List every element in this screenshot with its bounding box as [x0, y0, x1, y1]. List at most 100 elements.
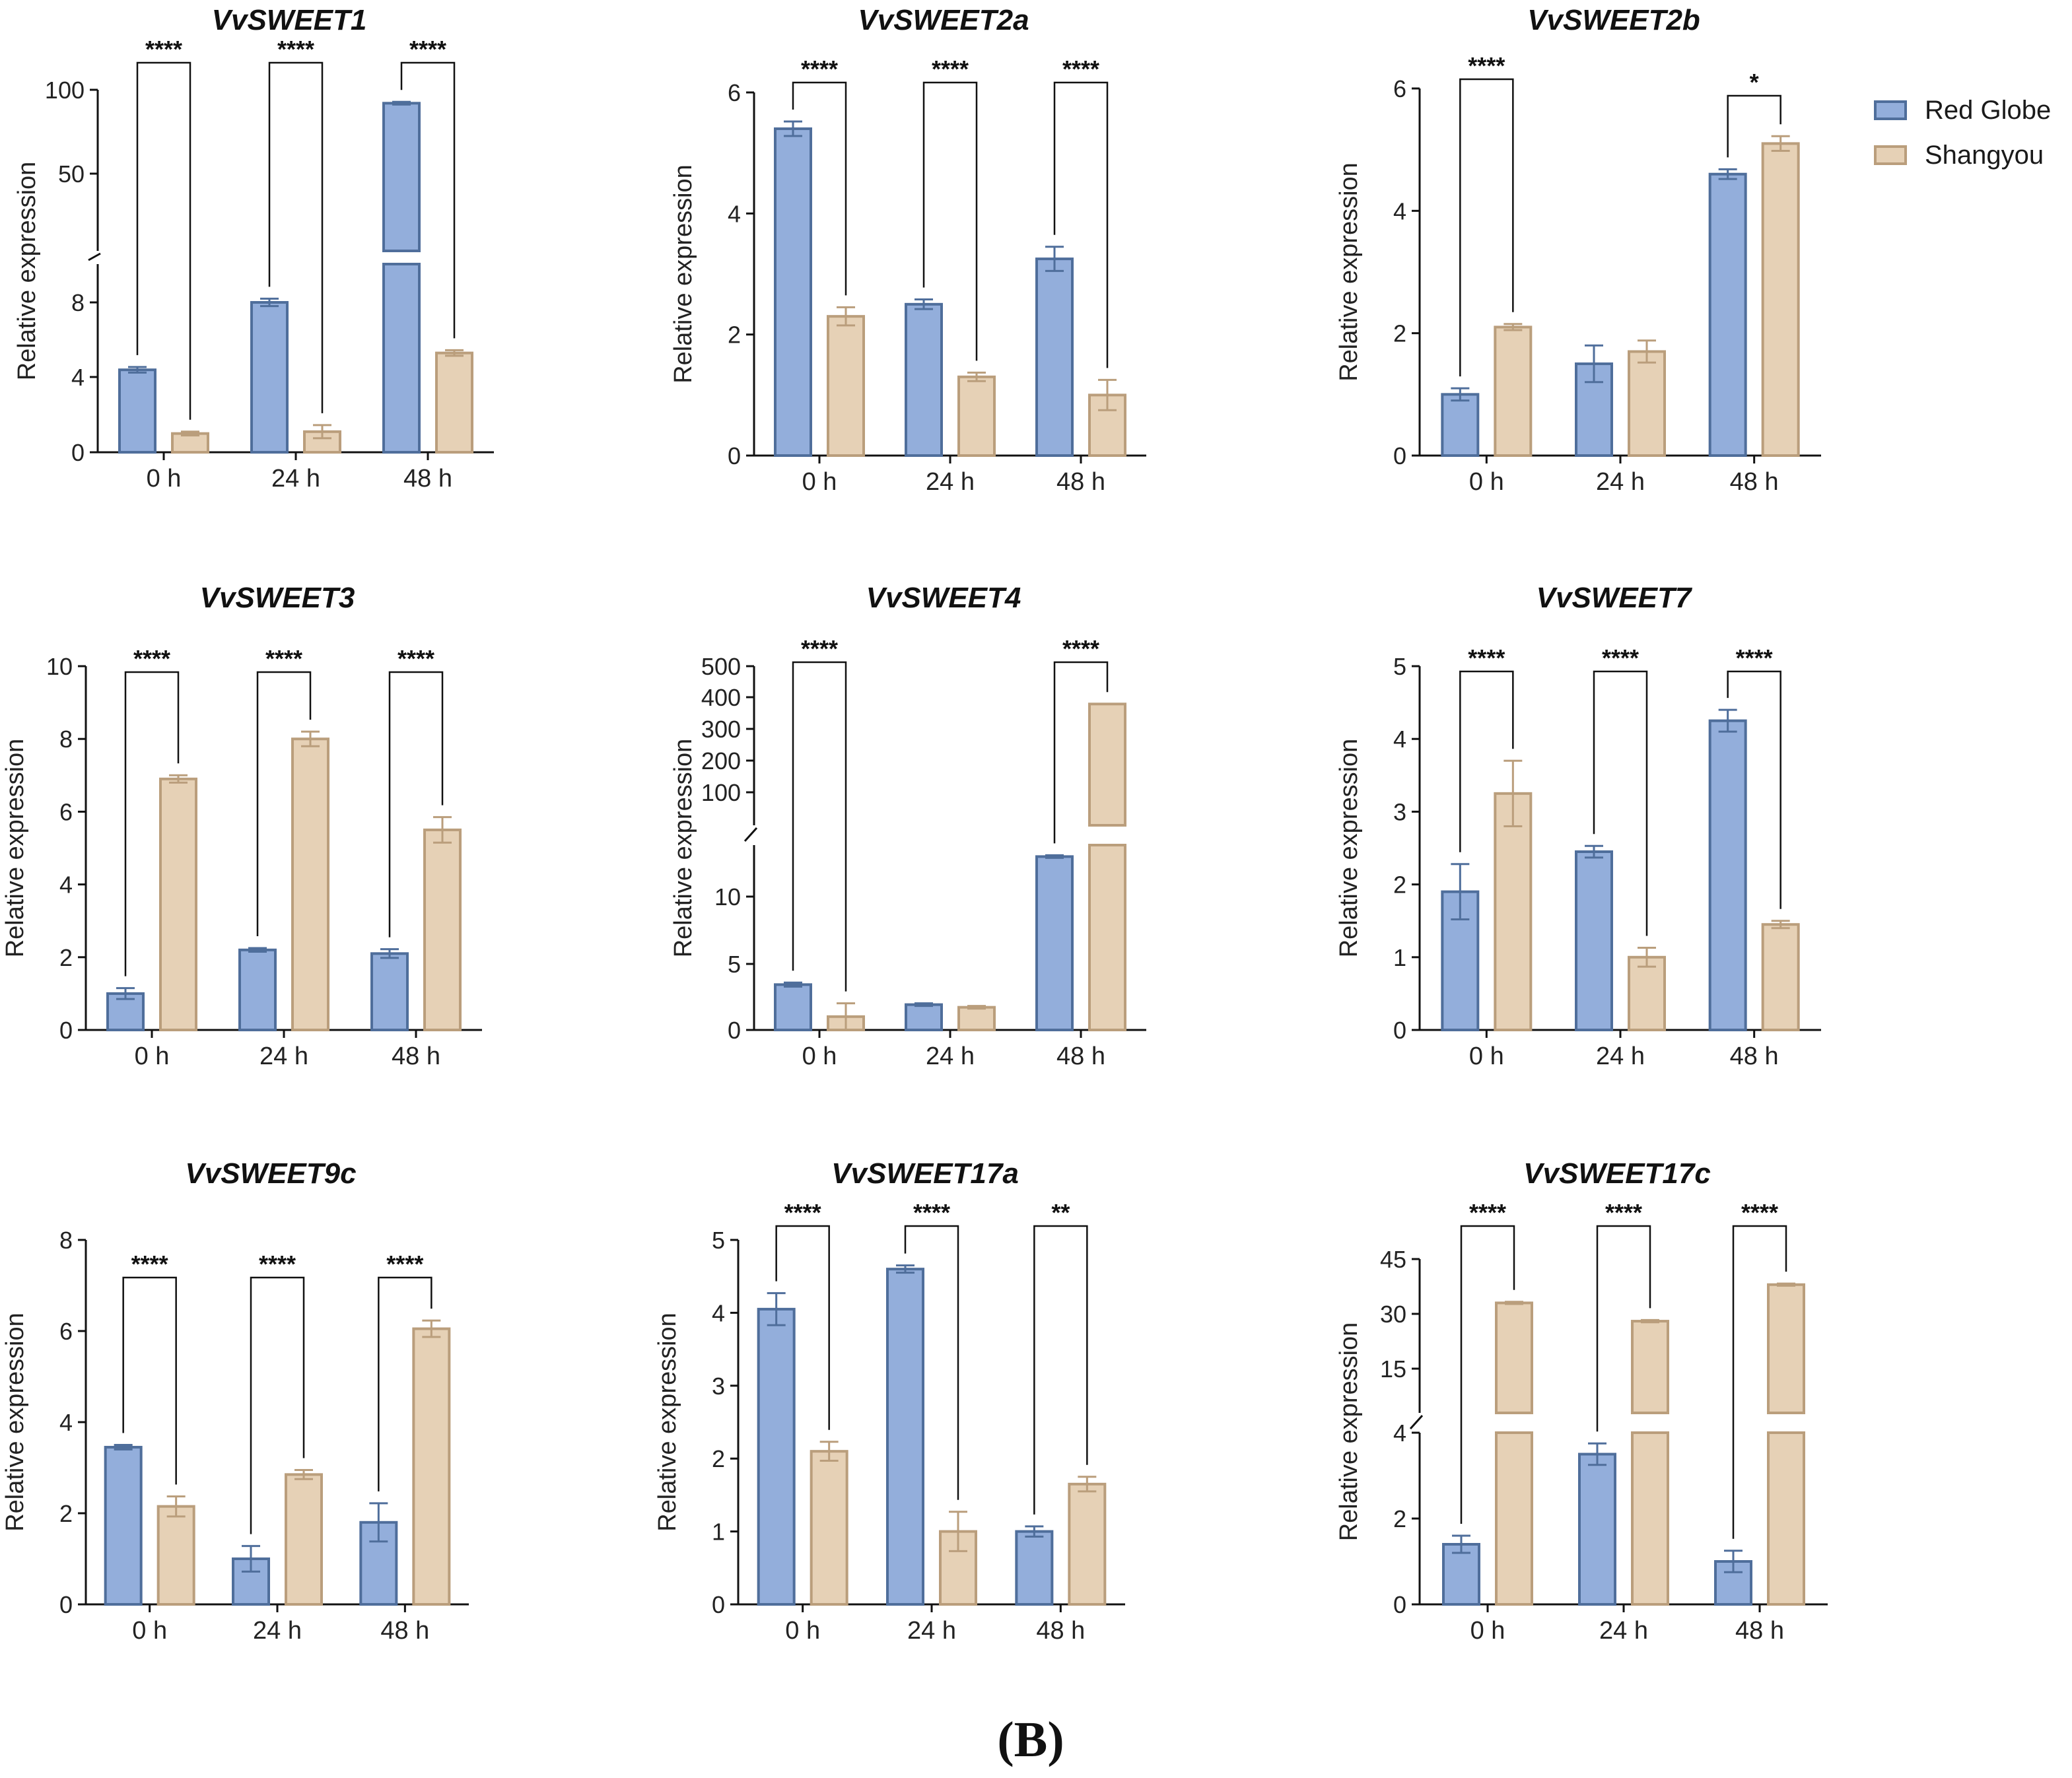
- chart-vvsweet9c: VvSWEET9c Relative expression 0 2 4 6 8 0 h ****…: [1, 1157, 469, 1645]
- x-tick-label: 48 h: [1730, 1043, 1779, 1070]
- bar-shangyou: [1761, 923, 1800, 1031]
- chart-title: VvSWEET17c: [1523, 1157, 1711, 1190]
- significance-label: ****: [397, 645, 434, 672]
- bar-shangyou: [957, 1006, 996, 1032]
- significance-bracket: [400, 61, 456, 339]
- y-tick-label: 3: [712, 1373, 725, 1400]
- bar-red-globe: [886, 1268, 924, 1606]
- y-tick-label: 2: [1393, 320, 1406, 347]
- x-tick-label: 0 h: [802, 468, 837, 496]
- x-tick-label: 48 h: [1056, 468, 1105, 496]
- x-tick-label: 24 h: [259, 1043, 308, 1070]
- y-axis-label: Relative expression: [670, 164, 697, 384]
- y-tick-label: 4: [59, 872, 73, 899]
- x-tick-label: 0 h: [785, 1617, 820, 1645]
- significance-bracket: [1053, 661, 1109, 844]
- x-tick-label: 0 h: [1469, 1043, 1504, 1070]
- significance-label: ****: [1605, 1199, 1642, 1226]
- y-tick-label: 8: [59, 726, 73, 753]
- legend-label-shangyou: Shangyou: [1925, 141, 2044, 170]
- significance-bracket: [250, 1276, 305, 1534]
- y-tick-label: 4: [59, 1409, 73, 1436]
- x-tick-label: 24 h: [1596, 468, 1645, 496]
- x-tick-label: 0 h: [135, 1043, 170, 1070]
- bar-red-globe: [370, 952, 409, 1032]
- bar-red-globe: [774, 983, 812, 1031]
- significance-bracket: [378, 1276, 432, 1491]
- axis-break-mark: [1409, 1414, 1424, 1430]
- y-tick-label: 2: [59, 1500, 73, 1527]
- y-tick-label: 500: [701, 653, 741, 680]
- chart-vvsweet4: VvSWEET4 Relative expression 0 5 10 100 200 300…: [670, 582, 1146, 1070]
- y-axis-label: Relative expression: [670, 739, 697, 958]
- significance-label: ****: [131, 1250, 168, 1278]
- bar-red-globe: [1441, 393, 1480, 457]
- bar-shangyou: [1628, 955, 1666, 1032]
- bar-shangyou: [1494, 325, 1533, 457]
- x-tick-label: 48 h: [1735, 1617, 1784, 1645]
- significance-bracket: [792, 661, 847, 992]
- chart-title: VvSWEET2a: [858, 4, 1029, 36]
- x-tick-label: 0 h: [802, 1043, 837, 1070]
- significance-bracket: [268, 61, 324, 413]
- y-tick-label: 4: [71, 364, 85, 391]
- legend: Red Globe Shangyou: [1874, 96, 2051, 170]
- significance-bracket: [922, 81, 978, 361]
- significance-label: ****: [913, 1199, 950, 1226]
- y-tick-label: 6: [728, 79, 741, 106]
- chart-vvsweet7: VvSWEET7 Relative expression 0 1 2 3 4 5 0 h ****…: [1335, 582, 1821, 1070]
- y-tick-label: 400: [701, 684, 741, 711]
- y-tick-label: 15: [1380, 1355, 1406, 1383]
- y-tick-label: 0: [728, 1017, 741, 1044]
- bar-red-globe: [1035, 855, 1074, 1032]
- bar-shangyou-upper: [1088, 702, 1126, 827]
- bar-red-globe: [104, 1445, 143, 1606]
- significance-label: ****: [145, 36, 182, 63]
- bar-shangyou: [291, 737, 329, 1031]
- legend-swatch-red-globe: [1874, 100, 1907, 120]
- chart-title: VvSWEET2b: [1527, 4, 1700, 36]
- bar-shangyou: [285, 1473, 323, 1606]
- y-tick-label: 0: [1393, 442, 1406, 469]
- bar-shangyou: [1767, 1431, 1805, 1606]
- significance-label: ****: [1602, 644, 1639, 671]
- significance-bracket: [1053, 81, 1109, 368]
- significance-bracket: [136, 61, 191, 420]
- significance-label: ****: [801, 55, 838, 83]
- y-tick-label: 5: [728, 951, 741, 978]
- bar-red-globe: [905, 1003, 943, 1031]
- bar-red-globe: [1578, 1453, 1616, 1606]
- significance-label: ****: [259, 1250, 296, 1278]
- y-tick-label: 30: [1380, 1301, 1406, 1328]
- bar-red-globe-upper: [382, 102, 421, 252]
- x-tick-label: 0 h: [1470, 1617, 1505, 1645]
- y-tick-label: 4: [712, 1299, 725, 1326]
- bar-shangyou: [435, 351, 473, 454]
- chart-title: VvSWEET9c: [185, 1157, 356, 1190]
- y-tick-label: 50: [58, 160, 85, 188]
- bar-shangyou: [1761, 142, 1800, 457]
- significance-bracket: [1593, 670, 1648, 936]
- significance-label: ****: [784, 1199, 821, 1226]
- bar-red-globe: [1442, 1543, 1480, 1606]
- y-axis-label: Relative expression: [1335, 162, 1363, 382]
- y-tick-label: 4: [1393, 726, 1406, 753]
- x-tick-label: 48 h: [380, 1617, 429, 1645]
- y-tick-label: 2: [728, 322, 741, 349]
- y-tick-label: 6: [1393, 75, 1406, 102]
- chart-vvsweet2b: VvSWEET2b Relative expression 0 2 4 6 0 h **** 2…: [1335, 4, 1821, 496]
- y-tick-label: 45: [1380, 1246, 1406, 1273]
- y-tick-label: 2: [59, 944, 73, 971]
- x-tick-label: 24 h: [253, 1617, 302, 1645]
- x-tick-label: 0 h: [147, 465, 182, 493]
- chart-vvsweet2a: VvSWEET2a Relative expression 0 2 4 6 0 h **** 2…: [670, 4, 1146, 496]
- y-axis-label: Relative expression: [1, 739, 29, 958]
- chart-vvsweet1: VvSWEET1 Relative expression 0 4 8 50 100 0 h **…: [13, 4, 494, 493]
- x-tick-label: 0 h: [132, 1617, 167, 1645]
- y-tick-label: 2: [1393, 1505, 1406, 1532]
- chart-title: VvSWEET1: [212, 4, 367, 36]
- x-tick-label: 48 h: [403, 465, 452, 493]
- y-tick-label: 6: [59, 798, 73, 825]
- y-tick-label: 4: [1393, 197, 1406, 224]
